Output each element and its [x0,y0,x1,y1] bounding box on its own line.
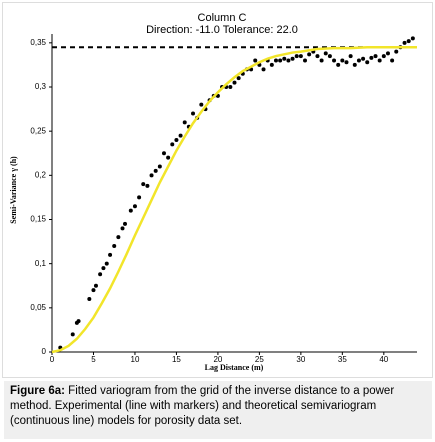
data-point [290,56,295,61]
data-point [108,252,113,257]
data-point [123,221,127,226]
data-point [191,111,196,116]
data-point [157,164,162,169]
data-point [70,332,75,337]
x-tick-label: 40 [379,355,388,364]
x-axis-label: Lag Distance (m) [205,363,264,372]
data-point [369,55,374,60]
model-line [51,46,417,354]
data-point [149,173,154,178]
caption-label: Figure 6a: [10,385,65,397]
data-point [381,54,386,59]
data-point [406,39,411,44]
data-point [93,283,98,288]
data-point [199,102,204,107]
data-point [361,56,366,61]
data-point [348,54,353,59]
y-tick-label: 0,15 [30,215,46,224]
data-point [87,297,92,301]
data-point [128,208,133,213]
data-point [104,261,109,266]
data-point [394,49,399,54]
y-tick-label: 0,2 [35,170,47,179]
x-tick-label: 25 [255,355,264,364]
data-point [228,85,233,89]
data-point [336,62,341,67]
chart: Column C Direction: -11.0 Tolerance: 22.… [9,12,417,372]
y-tick-label: 0,25 [30,126,46,135]
data-point [286,58,291,63]
x-tick-label: 15 [172,355,181,364]
x-tick-label: 0 [50,355,55,364]
data-point [352,62,357,67]
data-point [390,58,395,63]
data-point [356,58,361,63]
data-point [365,60,370,65]
data-point [323,51,328,56]
data-point [294,54,299,59]
data-point [120,226,125,231]
y-axis-label: Semi-Variance γ (h) [9,156,18,224]
caption: Figure 6a: Fitted variogram from the gri… [4,381,432,439]
data-point [410,36,415,41]
data-point [327,54,332,59]
data-point [273,58,278,63]
chart-title: Column C [198,12,247,24]
data-point [373,54,378,59]
data-point [98,272,103,277]
data-point [344,60,349,65]
data-point [402,40,407,45]
data-point [101,266,106,271]
x-tick-label: 35 [338,355,347,364]
data-point [232,80,237,85]
data-point [132,204,137,209]
data-point [377,58,382,63]
data-point [178,133,183,138]
data-point [261,67,266,72]
data-point [253,58,258,63]
y-tick-label: 0,05 [30,303,46,312]
data-point [182,120,187,125]
data-point [161,151,166,156]
data-point [282,56,287,61]
x-tick-label: 5 [91,355,96,364]
data-point [76,319,81,324]
data-point [153,168,158,173]
data-point [319,58,324,63]
data-point [116,235,121,240]
caption-text: Fitted variogram from the grid of the in… [10,385,395,427]
y-tick-label: 0,3 [35,82,47,91]
data-point [166,155,171,160]
data-point [332,58,337,63]
data-point [315,54,320,59]
data-point [385,51,390,56]
y-tick-label: 0 [42,347,47,356]
data-point [174,138,179,142]
data-point [145,183,150,188]
data-point [340,58,345,63]
data-point [269,62,274,67]
data-point [278,58,283,63]
y-tick-label: 0,1 [35,259,47,268]
data-point [137,195,142,200]
chart-frame [2,2,433,378]
data-point [298,54,303,59]
x-tick-label: 20 [213,355,222,364]
data-point [170,142,175,147]
x-tick-label: 30 [296,355,305,364]
x-tick-label: 10 [131,355,140,364]
chart-subtitle: Direction: -11.0 Tolerance: 22.0 [146,24,298,36]
data-point [91,288,96,293]
data-point [112,244,117,248]
data-point [236,76,241,81]
data-point [307,52,312,57]
data-point [303,58,308,63]
data-point [141,182,146,187]
y-tick-label: 0,35 [30,38,46,47]
